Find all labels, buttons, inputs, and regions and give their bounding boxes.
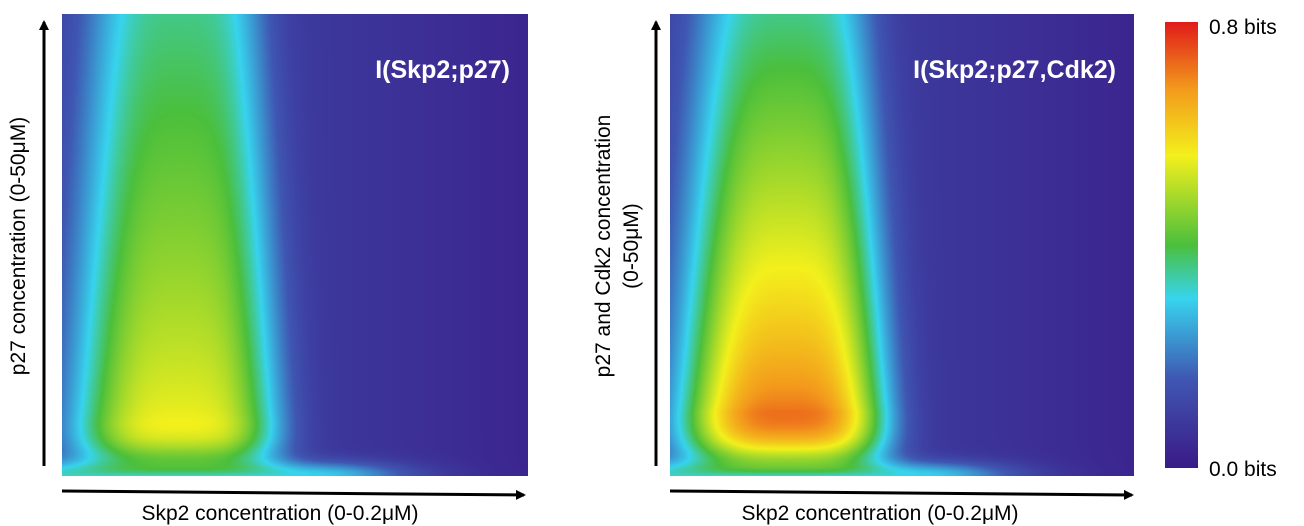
panel-1-title: I(Skp2;p27) — [375, 56, 510, 84]
panel-2-title: I(Skp2;p27,Cdk2) — [913, 56, 1116, 84]
colorbar-min-label: 0.0 bits — [1209, 458, 1277, 481]
x-axis-label-1: Skp2 concentration (0-0.2μM) — [141, 502, 418, 525]
x-axis-arrow-1 — [62, 491, 524, 495]
heatmap-panel-2: I(Skp2;p27,Cdk2) Skp2 concentration (0-0… — [592, 14, 1134, 525]
heatmap-panel-1: I(Skp2;p27) Skp2 concentration (0-0.2μM)… — [7, 14, 528, 525]
colorbar-max-label: 0.8 bits — [1209, 16, 1277, 39]
y-axis-label-2-line-2: (0-50μM) — [620, 203, 643, 289]
x-axis-arrow-2 — [670, 491, 1132, 495]
x-axis-label-2: Skp2 concentration (0-0.2μM) — [741, 502, 1018, 525]
y-axis-label-2-line-1: p27 and Cdk2 concentration — [592, 115, 615, 378]
colorbar: 0.8 bits 0.0 bits — [1165, 16, 1277, 481]
y-axis-label-1: p27 concentration (0-50μM) — [7, 117, 30, 375]
colorbar-gradient — [1165, 22, 1198, 468]
